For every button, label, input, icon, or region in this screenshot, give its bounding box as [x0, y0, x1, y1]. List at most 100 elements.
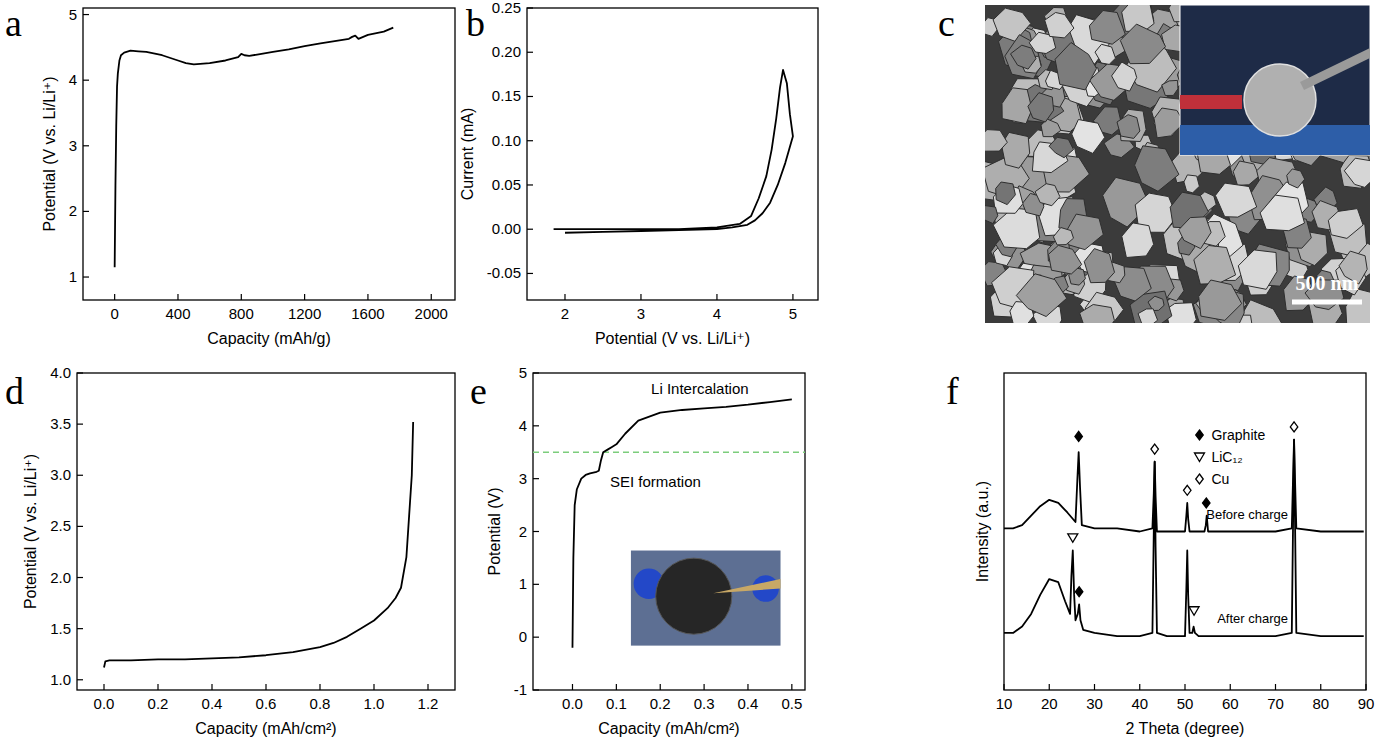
- figure: 040080012001600200012345Capacity (mAh/g)…: [0, 0, 1387, 744]
- x-tick: [1275, 684, 1276, 690]
- panel-letter: a: [5, 2, 22, 44]
- y-tick-label: 2.0: [50, 569, 71, 586]
- x-tick: [792, 294, 793, 300]
- peak-marker: [1151, 444, 1159, 454]
- x-tick-label: 30: [1086, 695, 1103, 712]
- y-tick-label: 2: [69, 202, 77, 219]
- y-tick: [527, 273, 533, 274]
- y-axis-title: Intensity (a.u.): [974, 481, 991, 582]
- panel-letter: e: [470, 370, 487, 412]
- sem-grain: [1049, 137, 1074, 157]
- y-tick-label: 5: [519, 364, 527, 381]
- x-tick: [716, 294, 717, 300]
- x-axis-title: Capacity (mAh/cm²): [195, 720, 336, 737]
- sem-grain: [1215, 183, 1256, 217]
- peak-marker: [1075, 587, 1083, 597]
- sem-grain: [1045, 13, 1074, 38]
- sem-grain: [1120, 24, 1165, 64]
- x-tick-label: 40: [1131, 695, 1148, 712]
- x-tick: [114, 294, 115, 300]
- x-tick-label: 10: [996, 695, 1013, 712]
- y-tick: [533, 584, 539, 585]
- sem-grain: [1238, 250, 1277, 289]
- sem-grain: [993, 8, 1031, 41]
- x-tick: [616, 684, 617, 690]
- x-tick: [1230, 684, 1231, 690]
- plot-frame: [533, 373, 805, 690]
- y-tick-label: 0.05: [492, 176, 521, 193]
- x-tick-label: 0.8: [310, 695, 331, 712]
- legend-label: LiC₁₂: [1211, 449, 1242, 465]
- x-tick-label: 3: [637, 305, 645, 322]
- x-tick-label: 0.2: [148, 695, 169, 712]
- x-tick: [103, 684, 104, 690]
- legend-label: Cu: [1211, 471, 1229, 487]
- peak-marker: [1068, 534, 1078, 543]
- peak-marker: [1075, 431, 1083, 441]
- x-tick: [304, 294, 305, 300]
- y-tick: [527, 7, 533, 8]
- x-tick: [157, 684, 158, 690]
- y-tick-label: 2: [519, 523, 527, 540]
- plot-area: [1004, 440, 1364, 637]
- y-tick: [533, 478, 539, 479]
- plot-frame: [527, 8, 818, 300]
- y-tick: [83, 211, 89, 212]
- y-tick-label: 3.0: [50, 466, 71, 483]
- panel-a: 040080012001600200012345Capacity (mAh/g)…: [5, 2, 455, 347]
- y-tick-label: 4.0: [50, 364, 71, 381]
- x-tick: [1320, 684, 1321, 690]
- x-axis-title: Capacity (mAh/cm²): [598, 720, 739, 737]
- x-tick-label: 4: [713, 305, 721, 322]
- scale-bar-label: 500 nm: [1296, 272, 1359, 294]
- y-tick: [533, 425, 539, 426]
- panel-e: 0.00.10.20.30.40.5-1012345Capacity (mAh/…: [470, 364, 805, 737]
- sem-grain: [1084, 249, 1114, 283]
- y-tick: [527, 184, 533, 185]
- y-tick: [533, 637, 539, 638]
- x-tick-label: 1.2: [418, 695, 439, 712]
- sem-grain: [996, 182, 1016, 205]
- sem-grain: [1080, 305, 1115, 324]
- x-tick-label: 0.2: [650, 695, 671, 712]
- sem-grain: [1016, 274, 1066, 317]
- y-tick-label: 2.5: [50, 517, 71, 534]
- y-tick: [527, 96, 533, 97]
- x-tick: [373, 684, 374, 690]
- legend-label: Graphite: [1211, 427, 1265, 443]
- x-tick: [265, 684, 266, 690]
- y-tick-label: 1.5: [50, 620, 71, 637]
- series-label: After charge: [1217, 611, 1288, 626]
- x-tick-label: 2: [561, 305, 569, 322]
- data-line: [1004, 440, 1364, 637]
- x-axis-title: Capacity (mAh/g): [207, 330, 331, 347]
- y-tick: [77, 526, 83, 527]
- panel-letter: b: [466, 2, 485, 44]
- x-tick-label: 60: [1222, 695, 1239, 712]
- x-tick: [177, 294, 178, 300]
- sem-grain: [1162, 80, 1178, 95]
- plot-area: [533, 399, 805, 647]
- panel-letter: f: [946, 370, 959, 412]
- sem-grain: [1112, 62, 1137, 91]
- panel-c: c 500 nm: [938, 0, 1387, 338]
- x-tick: [1003, 684, 1004, 690]
- y-tick-label: 3: [69, 137, 77, 154]
- y-tick: [83, 80, 89, 81]
- sem-grain: [1194, 246, 1236, 285]
- panel-letter: c: [938, 2, 955, 44]
- y-tick: [83, 276, 89, 277]
- sem-grain: [1344, 158, 1370, 187]
- x-tick: [427, 684, 428, 690]
- y-tick-label: 0.20: [492, 43, 521, 60]
- sem-grain: [1072, 120, 1105, 154]
- y-tick-label: 0: [519, 628, 527, 645]
- x-tick-label: 1600: [351, 305, 384, 322]
- x-tick-label: 0.6: [256, 695, 277, 712]
- plot-area: [104, 422, 413, 667]
- x-tick-label: 1200: [288, 305, 321, 322]
- y-tick-label: 0.00: [492, 220, 521, 237]
- y-tick: [533, 689, 539, 690]
- y-tick-label: 0.25: [492, 0, 521, 16]
- x-tick-label: 1.0: [364, 695, 385, 712]
